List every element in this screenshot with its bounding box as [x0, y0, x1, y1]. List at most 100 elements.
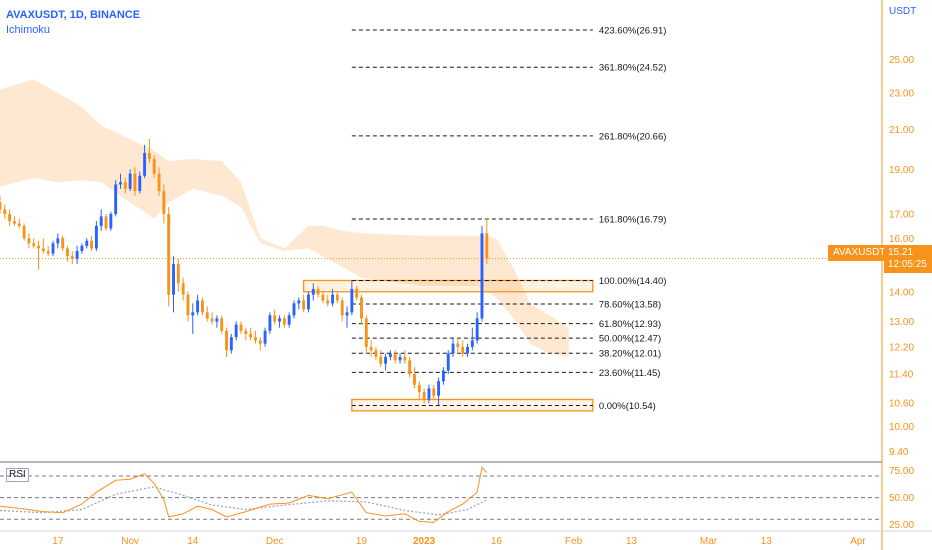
candle-body[interactable] — [104, 216, 108, 229]
candle-body[interactable] — [422, 392, 426, 400]
candle-body[interactable] — [273, 315, 277, 322]
candle-body[interactable] — [331, 294, 335, 304]
candle-body[interactable] — [210, 318, 214, 322]
candle-body[interactable] — [13, 221, 16, 224]
candle-body[interactable] — [470, 340, 474, 347]
candle-body[interactable] — [239, 324, 243, 331]
candle-body[interactable] — [123, 182, 127, 189]
symbol-title[interactable]: AVAXUSDT, 1D, BINANCE — [6, 9, 141, 21]
candle-body[interactable] — [75, 250, 79, 259]
candle-body[interactable] — [432, 388, 436, 396]
candle-body[interactable] — [388, 353, 392, 357]
candle-body[interactable] — [162, 191, 166, 214]
candle-body[interactable] — [379, 356, 383, 364]
candlesticks[interactable] — [0, 138, 489, 406]
candle-body[interactable] — [278, 318, 281, 322]
candle-body[interactable] — [90, 240, 94, 249]
candle-body[interactable] — [307, 294, 310, 310]
candle-body[interactable] — [143, 152, 147, 176]
candle-body[interactable] — [37, 245, 41, 249]
candle-body[interactable] — [85, 240, 89, 246]
candle-body[interactable] — [461, 346, 465, 354]
candle-body[interactable] — [70, 256, 74, 259]
candle-body[interactable] — [297, 300, 301, 304]
candle-body[interactable] — [225, 330, 228, 351]
candle-body[interactable] — [408, 360, 412, 375]
current-price-tag[interactable]: 15.21 12:05:25 — [884, 245, 932, 273]
candle-body[interactable] — [181, 283, 185, 295]
fibonacci-levels[interactable]: 423.60%(26.91) 361.80%(24.52) 261.80%(20.6… — [351, 25, 667, 412]
candle-body[interactable] — [114, 184, 118, 214]
candle-body[interactable] — [374, 350, 378, 357]
candle-body[interactable] — [369, 346, 373, 351]
candle-body[interactable] — [326, 300, 330, 304]
candle-body[interactable] — [56, 238, 60, 244]
candle-body[interactable] — [51, 243, 55, 254]
candle-body[interactable] — [427, 388, 431, 400]
candle-body[interactable] — [152, 159, 156, 174]
candle-body[interactable] — [66, 248, 69, 257]
candle-body[interactable] — [186, 294, 190, 316]
candle-body[interactable] — [398, 356, 402, 361]
rsi-pane[interactable] — [0, 466, 882, 523]
rsi-line[interactable] — [0, 466, 488, 523]
candle-body[interactable] — [364, 318, 368, 347]
candle-body[interactable] — [316, 288, 320, 295]
candle-body[interactable] — [311, 288, 315, 295]
candle-body[interactable] — [191, 312, 195, 316]
candle-body[interactable] — [234, 324, 238, 338]
candle-body[interactable] — [413, 374, 416, 385]
candle-body[interactable] — [480, 233, 484, 319]
candle-body[interactable] — [61, 238, 65, 249]
candle-body[interactable] — [302, 300, 306, 310]
candle-body[interactable] — [451, 343, 455, 354]
candle-body[interactable] — [220, 318, 224, 331]
candle-body[interactable] — [360, 297, 363, 319]
candle-body[interactable] — [3, 209, 7, 214]
rsi-ma-line[interactable] — [0, 486, 488, 516]
candle-body[interactable] — [340, 300, 344, 316]
highlight-zone[interactable] — [302, 279, 594, 293]
candle-body[interactable] — [46, 250, 50, 254]
candle-body[interactable] — [253, 337, 257, 341]
candle-body[interactable] — [109, 213, 113, 229]
candle-body[interactable] — [268, 315, 272, 331]
candle-body[interactable] — [475, 318, 479, 341]
candle-body[interactable] — [466, 346, 469, 354]
candle-body[interactable] — [321, 294, 325, 301]
candle-body[interactable] — [437, 381, 441, 396]
candle-body[interactable] — [167, 213, 171, 295]
candle-body[interactable] — [41, 248, 45, 251]
candle-body[interactable] — [229, 337, 233, 351]
candle-body[interactable] — [456, 343, 460, 347]
candle-body[interactable] — [119, 182, 122, 185]
candle-body[interactable] — [355, 288, 359, 298]
symbol-price-tag[interactable]: AVAXUSDT — [828, 245, 891, 261]
candle-body[interactable] — [8, 213, 12, 222]
candle-body[interactable] — [22, 225, 26, 239]
candle-body[interactable] — [80, 245, 84, 251]
candle-body[interactable] — [350, 288, 354, 313]
candle-body[interactable] — [249, 333, 253, 338]
candle-body[interactable] — [172, 264, 175, 295]
candle-body[interactable] — [215, 318, 219, 322]
candle-body[interactable] — [0, 202, 2, 210]
candle-body[interactable] — [282, 318, 286, 325]
candle-body[interactable] — [200, 300, 204, 313]
candle-body[interactable] — [138, 175, 142, 192]
rsi-label[interactable]: RSI — [6, 468, 29, 482]
candle-body[interactable] — [393, 353, 397, 361]
candle-body[interactable] — [27, 238, 31, 244]
candle-body[interactable] — [176, 264, 180, 284]
candle-body[interactable] — [292, 303, 296, 316]
candle-body[interactable] — [133, 173, 137, 192]
candle-body[interactable] — [287, 315, 291, 325]
indicator-label[interactable]: Ichimoku — [6, 24, 51, 36]
candle-body[interactable] — [94, 225, 98, 249]
candle-body[interactable] — [485, 233, 489, 259]
candle-body[interactable] — [147, 152, 151, 160]
candle-body[interactable] — [345, 312, 349, 316]
candle-body[interactable] — [441, 370, 445, 382]
